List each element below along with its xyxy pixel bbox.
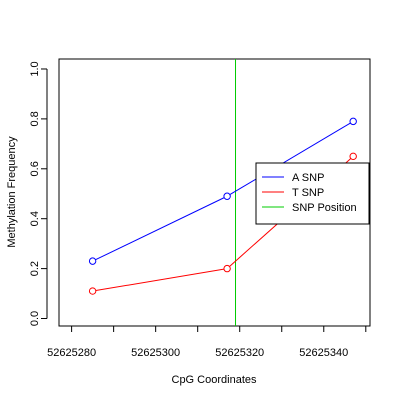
legend-box: [255, 162, 370, 225]
legend: A SNP T SNP SNP Position: [255, 162, 370, 225]
y-tick-label: 0.2: [29, 261, 41, 276]
data-point: [88, 287, 97, 295]
plot-area-frame: [58, 58, 371, 327]
y-tick-label: 0.4: [29, 211, 41, 226]
x-tick-label: 52625280: [47, 347, 96, 359]
y-tick-label: 1.0: [29, 61, 41, 76]
legend-label: T SNP: [292, 187, 324, 199]
data-point: [88, 257, 97, 265]
x-tick-label: 52625300: [131, 347, 180, 359]
series-line-segment: [95, 197, 225, 261]
legend-label: A SNP: [292, 172, 324, 184]
data-point: [223, 192, 231, 200]
y-tick-label: 0.0: [29, 311, 41, 326]
y-tick-label: 0.8: [29, 111, 41, 126]
data-point: [349, 117, 357, 126]
series-line-segment: [95, 268, 225, 292]
x-axis: 52625280 52625300 52625320 52625340 CpG Coo…: [47, 326, 367, 386]
data-point: [349, 152, 357, 161]
x-tick-label: 52625340: [299, 347, 348, 359]
x-axis-title: CpG Coordinates: [172, 374, 257, 386]
x-tick-label: 52625320: [215, 347, 264, 359]
data-point: [223, 264, 231, 273]
y-axis: 0.0 0.2 0.4 0.6 0.8 1.0 Methylation Frequency: [6, 61, 48, 326]
series-line-segment: [229, 122, 351, 196]
legend-label: SNP Position: [292, 202, 357, 214]
y-axis-title: Methylation Frequency: [6, 136, 18, 248]
y-tick-label: 0.6: [29, 161, 41, 176]
